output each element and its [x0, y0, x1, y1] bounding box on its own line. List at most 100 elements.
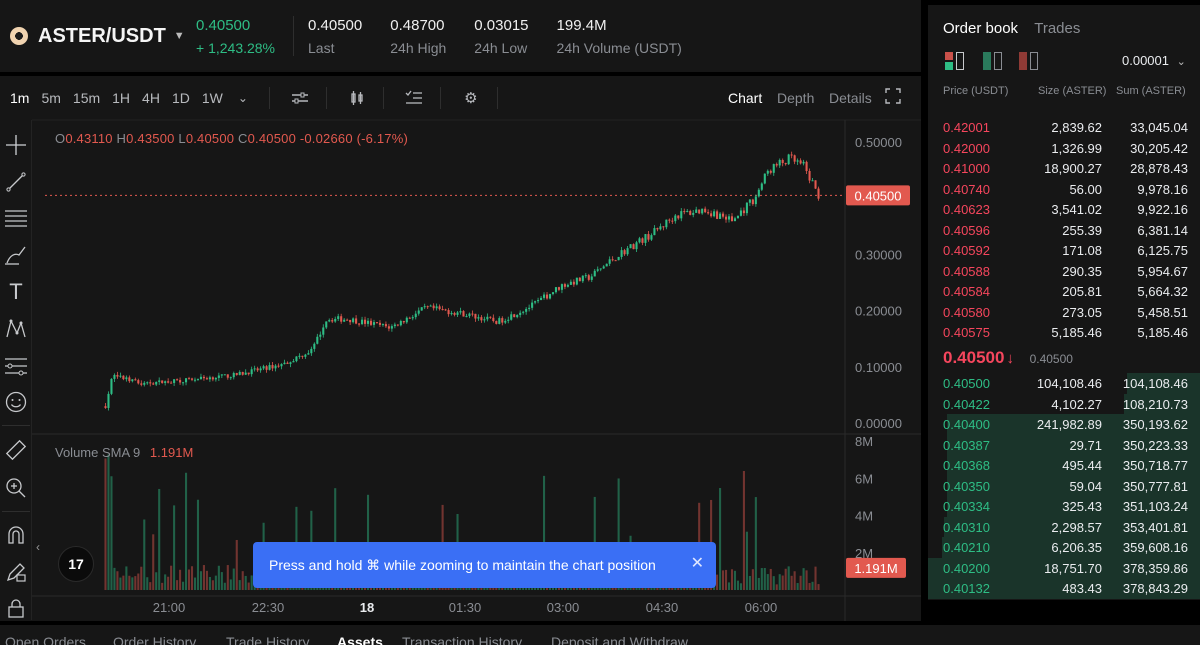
ohlc-low: 0.40500: [185, 131, 235, 146]
candle-body: [292, 361, 295, 363]
bid-row[interactable]: 0.40368 495.44 350,718.77: [928, 455, 1200, 476]
brush-icon[interactable]: [4, 243, 28, 267]
tradingview-logo-icon[interactable]: 17: [58, 546, 94, 582]
ask-row[interactable]: 0.40584 205.81 5,664.32: [928, 281, 1200, 302]
candle-body: [623, 250, 626, 255]
timeframe-1w[interactable]: 1W: [201, 90, 223, 106]
volume-bar: [113, 567, 116, 590]
fib-lines-icon[interactable]: [4, 206, 28, 230]
candle-body: [674, 215, 677, 222]
candle-body: [707, 212, 710, 214]
ask-price: 0.42001: [943, 120, 990, 135]
candle-body: [778, 159, 781, 166]
timeframe-4h[interactable]: 4H: [142, 90, 160, 106]
volume-bar: [199, 571, 203, 590]
timeframe-1h[interactable]: 1H: [112, 90, 131, 106]
close-icon[interactable]: ✕: [690, 555, 704, 572]
tab-trade-history[interactable]: Trade History: [226, 634, 310, 645]
candle-body: [322, 327, 325, 335]
candle-body: [522, 311, 525, 313]
candle-body: [671, 220, 674, 222]
bid-row[interactable]: 0.40310 2,298.57 353,401.81: [928, 516, 1200, 537]
ask-row[interactable]: 0.40588 290.35 5,954.67: [928, 261, 1200, 282]
ask-row[interactable]: 0.42001 2,839.62 33,045.04: [928, 117, 1200, 138]
bid-row[interactable]: 0.40387 29.71 350,223.33: [928, 434, 1200, 455]
view-bids-icon[interactable]: [983, 52, 1003, 70]
volume-label: 24h Volume (USDT): [556, 39, 682, 56]
chevron-down-icon[interactable]: ▼: [173, 30, 185, 42]
tab-transaction-history[interactable]: Transaction History: [402, 634, 523, 645]
tab-chart[interactable]: Chart: [728, 90, 763, 106]
crosshair-icon[interactable]: [4, 133, 28, 157]
gear-icon[interactable]: ⚙: [464, 90, 478, 107]
chevron-left-icon[interactable]: ‹: [36, 540, 40, 554]
bid-row[interactable]: 0.40400 241,982.89 350,193.62: [928, 414, 1200, 435]
candle-body: [265, 366, 268, 370]
candle-type-icon[interactable]: [347, 88, 367, 108]
tab-order-book[interactable]: Order book: [943, 20, 1019, 37]
bid-row[interactable]: 0.40422 4,102.27 108,210.73: [928, 393, 1200, 414]
indicators-list-icon[interactable]: [404, 88, 424, 108]
bid-row[interactable]: 0.40210 6,206.35 359,608.16: [928, 537, 1200, 558]
ask-row[interactable]: 0.40623 3,541.02 9,922.16: [928, 199, 1200, 220]
tab-deposit-and-withdraw[interactable]: Deposit and Withdraw: [551, 634, 688, 645]
candle-body: [713, 211, 716, 217]
ruler-icon[interactable]: [4, 438, 28, 462]
ask-row[interactable]: 0.40592 171.08 6,125.75: [928, 240, 1200, 261]
chevron-down-icon[interactable]: ⌄: [237, 91, 248, 105]
candle-body: [620, 250, 623, 257]
volume-bar: [137, 573, 140, 590]
view-asks-icon[interactable]: [1019, 52, 1039, 70]
pair-selector[interactable]: ASTER/USDT ▼: [0, 25, 196, 48]
timeframe-5m[interactable]: 5m: [41, 90, 61, 106]
volume-bar: [769, 568, 772, 590]
ask-row[interactable]: 0.40596 255.39 6,381.14: [928, 220, 1200, 241]
bid-row[interactable]: 0.40500 104,108.46 104,108.46: [928, 373, 1200, 394]
candle-body: [358, 323, 361, 325]
bid-row[interactable]: 0.40350 59.04 350,777.81: [928, 475, 1200, 496]
magnet-icon[interactable]: [4, 523, 28, 547]
text-tool-icon[interactable]: T: [9, 279, 23, 304]
candle-body: [575, 277, 578, 285]
order-book-panel: Order book Trades 0.00001 ⌄ Price (USDT)…: [928, 5, 1200, 600]
view-both-icon[interactable]: [945, 52, 965, 70]
tab-open-orders[interactable]: Open Orders: [5, 634, 86, 645]
volume-bar: [176, 580, 179, 590]
price-tick-label: 0.00000: [855, 416, 902, 431]
lock-icon[interactable]: [4, 596, 28, 620]
candle-body: [128, 377, 131, 382]
volume-bar: [155, 572, 158, 590]
pattern-icon[interactable]: [4, 316, 28, 340]
timeframe-1d[interactable]: 1D: [171, 90, 190, 106]
zoom-in-icon[interactable]: [4, 476, 28, 500]
bid-row[interactable]: 0.40334 325.43 351,103.24: [928, 496, 1200, 517]
forecast-icon[interactable]: [4, 354, 28, 378]
bid-row[interactable]: 0.40132 483.43 378,843.29: [928, 578, 1200, 599]
candle-body: [190, 378, 194, 380]
tab-trades[interactable]: Trades: [1034, 20, 1081, 37]
trend-line-icon[interactable]: [4, 170, 28, 194]
volume-bar: [793, 571, 796, 590]
fullscreen-icon[interactable]: [885, 88, 901, 107]
tab-details[interactable]: Details: [829, 90, 872, 106]
candle-body: [790, 154, 793, 156]
ask-row[interactable]: 0.42000 1,326.99 30,205.42: [928, 138, 1200, 159]
timeframe-1m[interactable]: 1m: [10, 90, 30, 106]
indicator-settings-icon[interactable]: [290, 88, 310, 108]
ask-row[interactable]: 0.40580 273.05 5,458.51: [928, 302, 1200, 323]
lock-pencil-icon[interactable]: [4, 560, 28, 584]
tab-assets[interactable]: Assets: [337, 634, 383, 645]
ask-row[interactable]: 0.40575 5,185.46 5,185.46: [928, 322, 1200, 343]
bid-depth-bar: [928, 578, 1200, 599]
precision-selector[interactable]: 0.00001 ⌄: [1122, 53, 1186, 68]
volume-tick-label: 2M: [855, 546, 873, 561]
tab-depth[interactable]: Depth: [777, 90, 815, 106]
price-chart[interactable]: 0.500000.400000.300000.200000.100000.000…: [0, 76, 921, 621]
ask-row[interactable]: 0.41000 18,900.27 28,878.43: [928, 158, 1200, 179]
smiley-icon[interactable]: [4, 390, 28, 414]
ask-row[interactable]: 0.40740 56.00 9,978.16: [928, 179, 1200, 200]
tab-order-history[interactable]: Order History: [113, 634, 197, 645]
chart-panel: 1m 5m 15m 1H 4H 1D 1W ⌄ ⚙ Chart Depth De…: [0, 76, 921, 621]
bid-row[interactable]: 0.40200 18,751.70 378,359.86: [928, 557, 1200, 578]
timeframe-15m[interactable]: 15m: [72, 90, 101, 106]
